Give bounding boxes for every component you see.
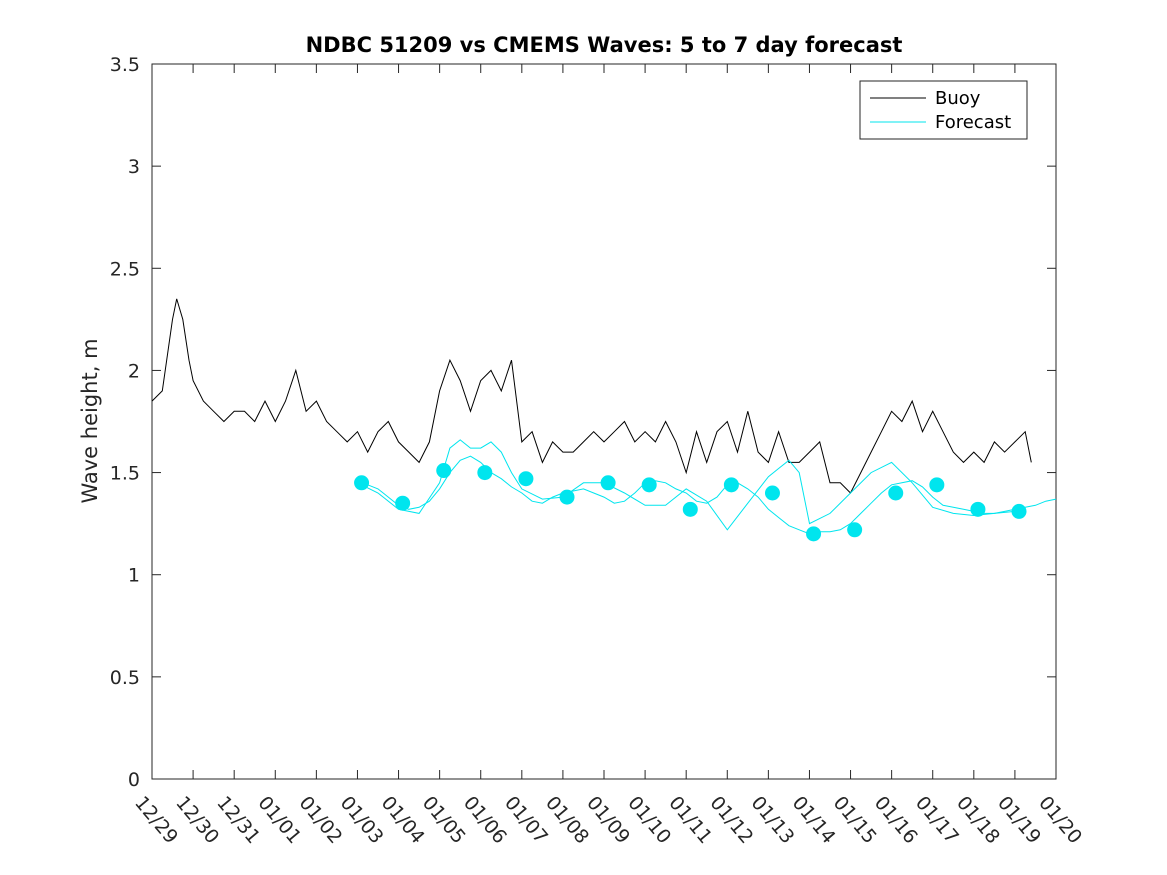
y-tick-label: 2	[128, 360, 140, 382]
forecast-marker	[436, 463, 452, 479]
forecast-marker	[559, 489, 575, 505]
y-tick-label: 0.5	[110, 667, 140, 689]
legend-box	[859, 80, 1028, 140]
y-axis-label: Wave height, m	[78, 338, 102, 503]
legend: Buoy Forecast	[859, 80, 1028, 140]
series-line-forecast-alt-	[357, 439, 1015, 531]
y-tick-label: 0	[128, 769, 140, 791]
y-tick-label: 2.5	[110, 258, 140, 280]
series-line-buoy	[151, 298, 1032, 494]
forecast-marker	[682, 501, 698, 517]
forecast-marker	[641, 477, 657, 493]
forecast-marker	[888, 485, 904, 501]
y-tick-label: 1.5	[110, 463, 140, 485]
forecast-marker	[806, 526, 822, 542]
forecast-marker	[847, 522, 863, 538]
forecast-marker	[723, 477, 739, 493]
forecast-marker	[929, 477, 945, 493]
forecast-marker	[970, 501, 986, 517]
chart-title: NDBC 51209 vs CMEMS Waves: 5 to 7 day fo…	[306, 33, 903, 57]
forecast-marker	[1011, 503, 1027, 519]
forecast-marker	[477, 465, 493, 481]
plot-area: 00.511.522.533.512/2912/3012/3101/0101/0…	[110, 54, 1086, 848]
y-tick-label: 3	[128, 156, 140, 178]
series-line-forecast	[357, 455, 1057, 535]
forecast-marker	[354, 475, 370, 491]
forecast-marker	[395, 495, 411, 511]
forecast-marker	[600, 475, 616, 491]
y-tick-label: 1	[128, 565, 140, 587]
legend-label-buoy: Buoy	[935, 88, 981, 109]
legend-label-forecast: Forecast	[935, 112, 1011, 133]
forecast-marker	[764, 485, 780, 501]
axes-box	[151, 63, 1057, 780]
forecast-marker	[518, 471, 534, 487]
y-tick-label: 3.5	[110, 54, 140, 76]
